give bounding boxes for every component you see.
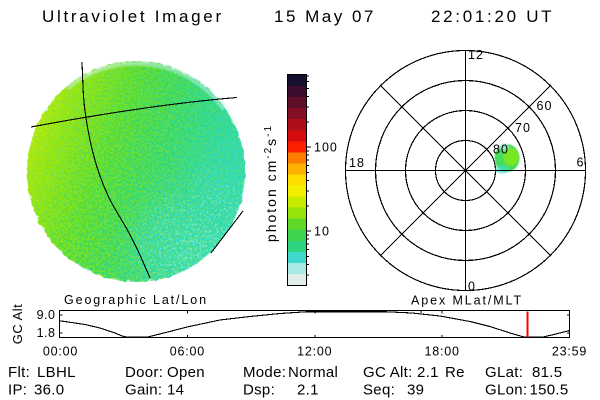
svg-text:23:59: 23:59 — [552, 345, 587, 359]
svg-text:14: 14 — [167, 382, 184, 399]
svg-text:1.8: 1.8 — [37, 326, 56, 340]
svg-text:GLat:: GLat: — [485, 364, 523, 381]
svg-text:Normal: Normal — [288, 364, 338, 381]
svg-text:12:00: 12:00 — [297, 345, 332, 359]
svg-text:GC Alt:: GC Alt: — [363, 364, 413, 381]
svg-text:15 May 07: 15 May 07 — [274, 7, 376, 26]
svg-text:36.0: 36.0 — [34, 382, 64, 399]
svg-text:18: 18 — [349, 156, 365, 170]
svg-text:0: 0 — [468, 280, 476, 294]
svg-text:150.5: 150.5 — [530, 382, 569, 399]
svg-text:photon cm-2s-1: photon cm-2s-1 — [263, 124, 279, 242]
svg-text:Door:: Door: — [125, 364, 163, 381]
svg-text:Re: Re — [445, 364, 465, 381]
svg-text:100: 100 — [314, 141, 338, 155]
svg-text:IP:: IP: — [8, 382, 27, 399]
svg-text:Mode:: Mode: — [243, 364, 286, 381]
svg-text:06:00: 06:00 — [170, 345, 205, 359]
svg-text:2.1: 2.1 — [417, 364, 439, 381]
svg-text:GLon:: GLon: — [485, 382, 527, 399]
svg-text:18:00: 18:00 — [424, 345, 459, 359]
svg-text:80: 80 — [493, 142, 509, 156]
svg-text:Dsp:: Dsp: — [243, 382, 275, 399]
svg-text:GC Alt: GC Alt — [10, 304, 25, 345]
svg-text:9.0: 9.0 — [37, 308, 56, 322]
svg-text:81.5: 81.5 — [532, 364, 562, 381]
svg-text:Geographic Lat/Lon: Geographic Lat/Lon — [64, 293, 208, 307]
svg-text:00:00: 00:00 — [43, 345, 78, 359]
svg-text:Open: Open — [167, 364, 205, 381]
svg-text:Seq:: Seq: — [363, 382, 395, 399]
svg-text:Apex MLat/MLT: Apex MLat/MLT — [411, 294, 523, 308]
svg-text:Gain:: Gain: — [125, 382, 162, 399]
svg-text:22:01:20 UT: 22:01:20 UT — [431, 7, 554, 26]
svg-text:6: 6 — [577, 156, 585, 170]
svg-text:2.1: 2.1 — [297, 382, 319, 399]
svg-text:Ultraviolet Imager: Ultraviolet Imager — [42, 7, 224, 26]
svg-text:60: 60 — [537, 99, 553, 113]
svg-text:12: 12 — [468, 48, 484, 62]
svg-text:39: 39 — [407, 382, 424, 399]
svg-text:10: 10 — [314, 225, 330, 239]
svg-text:Flt:: Flt: — [8, 364, 30, 381]
svg-text:LBHL: LBHL — [37, 364, 76, 381]
svg-text:70: 70 — [515, 121, 531, 135]
